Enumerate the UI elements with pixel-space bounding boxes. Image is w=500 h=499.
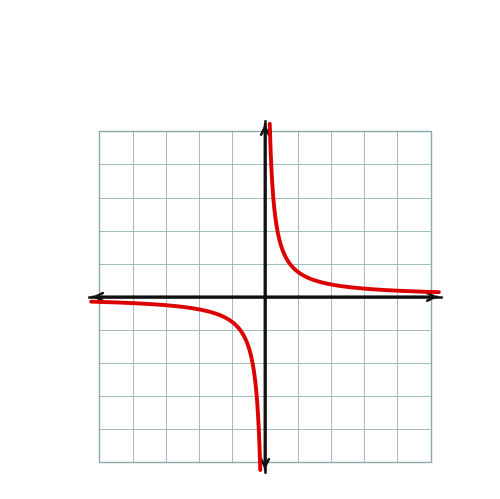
Text: Rational Function: Rational Function [94, 26, 406, 61]
